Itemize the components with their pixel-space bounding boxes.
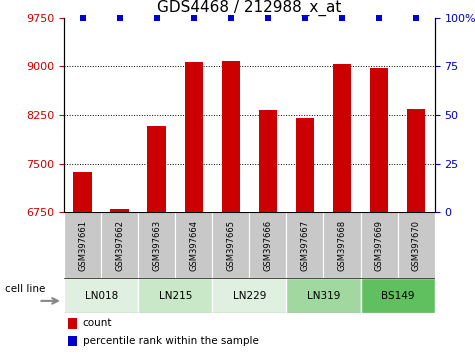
- Bar: [222, 61, 240, 212]
- Bar: [407, 109, 426, 212]
- Text: cell line: cell line: [5, 284, 45, 293]
- Bar: [68, 336, 77, 346]
- Bar: [175, 212, 212, 278]
- Bar: [68, 318, 77, 329]
- Text: GSM397662: GSM397662: [115, 219, 124, 271]
- Bar: [333, 64, 352, 212]
- Bar: [323, 212, 361, 278]
- Bar: [64, 212, 101, 278]
- Text: count: count: [83, 318, 112, 328]
- Text: GSM397664: GSM397664: [190, 219, 198, 271]
- Text: BS149: BS149: [381, 291, 414, 301]
- Bar: [138, 278, 212, 313]
- Bar: [295, 118, 314, 212]
- Text: LN018: LN018: [85, 291, 118, 301]
- Text: GSM397665: GSM397665: [227, 219, 235, 271]
- Bar: [73, 172, 92, 212]
- Title: GDS4468 / 212988_x_at: GDS4468 / 212988_x_at: [157, 0, 342, 16]
- Text: GSM397661: GSM397661: [78, 219, 87, 271]
- Text: GSM397670: GSM397670: [412, 219, 420, 271]
- Bar: [286, 278, 361, 313]
- Bar: [398, 212, 435, 278]
- Text: LN229: LN229: [233, 291, 266, 301]
- Bar: [444, 116, 463, 212]
- Bar: [361, 278, 435, 313]
- Text: GSM397663: GSM397663: [152, 219, 161, 271]
- Text: GSM397669: GSM397669: [375, 219, 383, 271]
- Text: GSM397668: GSM397668: [338, 219, 346, 271]
- Bar: [147, 126, 166, 212]
- Bar: [286, 212, 323, 278]
- Text: LN319: LN319: [307, 291, 340, 301]
- Bar: [212, 278, 286, 313]
- Bar: [259, 110, 277, 212]
- Bar: [212, 212, 249, 278]
- Text: GSM397666: GSM397666: [264, 219, 272, 271]
- Bar: [138, 212, 175, 278]
- Bar: [249, 212, 286, 278]
- Bar: [370, 68, 389, 212]
- Text: LN215: LN215: [159, 291, 192, 301]
- Bar: [64, 278, 138, 313]
- Bar: [184, 62, 203, 212]
- Text: GSM397667: GSM397667: [301, 219, 309, 271]
- Bar: [110, 209, 129, 212]
- Bar: [101, 212, 138, 278]
- Text: percentile rank within the sample: percentile rank within the sample: [83, 336, 258, 346]
- Bar: [361, 212, 398, 278]
